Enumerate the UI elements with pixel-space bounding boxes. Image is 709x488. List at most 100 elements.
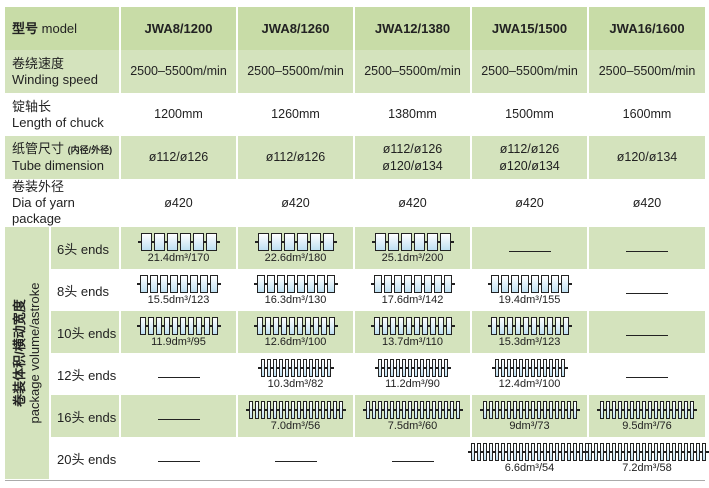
package-cell: 12.4dm³/100 bbox=[470, 353, 588, 395]
package-bobbin bbox=[248, 401, 253, 419]
package-bobbin bbox=[304, 317, 311, 335]
package-bobbin bbox=[530, 359, 535, 377]
package-bobbin bbox=[548, 359, 553, 377]
package-bobbin bbox=[419, 359, 424, 377]
spec-row: 卷装外径 Dia of yarn package ø420 ø420 ø420 ø420 ø… bbox=[5, 179, 705, 227]
package-bobbin bbox=[554, 359, 559, 377]
package-bobbin bbox=[272, 401, 277, 419]
package-bobbin bbox=[308, 401, 313, 419]
not-available-dash bbox=[391, 461, 434, 462]
package-bobbin bbox=[205, 233, 217, 251]
package-bobbin bbox=[506, 359, 511, 377]
package-bobbin bbox=[449, 401, 454, 419]
spec-label-en: Dia of yarn package bbox=[12, 195, 75, 226]
package-bobbin bbox=[296, 317, 303, 335]
package-bobbin bbox=[540, 275, 549, 293]
bobbin-diagram-icon bbox=[370, 316, 455, 336]
package-bobbin bbox=[554, 401, 559, 419]
bobbin-diagram-icon bbox=[253, 274, 338, 294]
model-name: JWA15/1500 bbox=[470, 7, 588, 50]
package-bobbin bbox=[403, 275, 412, 293]
package-bobbin bbox=[500, 359, 505, 377]
spec-value: ø112/ø126 bbox=[236, 136, 354, 179]
spec-value: ø420 bbox=[353, 179, 471, 227]
package-bobbin bbox=[500, 443, 505, 461]
package-bobbin bbox=[254, 401, 259, 419]
package-bobbin bbox=[266, 401, 271, 419]
not-available-dash bbox=[626, 251, 668, 252]
package-cell bbox=[119, 353, 237, 395]
package-cell: 7.5dm³/60 bbox=[353, 395, 471, 437]
package-bobbin bbox=[439, 233, 451, 251]
package-bobbin bbox=[512, 443, 517, 461]
package-bobbin bbox=[365, 401, 370, 419]
package-bobbin bbox=[140, 233, 152, 251]
package-value: 13.7dm³/110 bbox=[382, 336, 443, 348]
package-bobbin bbox=[624, 443, 628, 461]
package-bobbin bbox=[488, 401, 493, 419]
package-bobbin bbox=[566, 443, 571, 461]
spec-label-cn: 卷绕速度 bbox=[12, 55, 65, 71]
package-row: 16头 ends 7.0dm³/56 7.5dm³/60 9dm³/73 9.5dm³/… bbox=[5, 395, 705, 437]
package-cell: 13.7dm³/110 bbox=[353, 311, 471, 353]
package-value: 21.4dm³/170 bbox=[147, 252, 210, 264]
ends-label: 10头 ends bbox=[49, 311, 120, 353]
package-bobbin bbox=[510, 275, 519, 293]
spec-label-note: (内径/外径) bbox=[67, 145, 113, 155]
package-bobbin bbox=[179, 233, 191, 251]
package-bobbin bbox=[266, 359, 271, 377]
spec-value: ø120/ø134 bbox=[587, 136, 705, 179]
spec-value: 2500–5500m/min bbox=[236, 50, 354, 93]
not-available-dash bbox=[157, 461, 200, 462]
package-bobbin bbox=[314, 401, 319, 419]
package-bobbin bbox=[437, 317, 444, 335]
spec-table: 型号 model JWA8/1200 JWA8/1260 JWA12/1380 JWA1… bbox=[5, 7, 709, 479]
package-bobbin bbox=[630, 443, 634, 461]
spec-value: 1200mm bbox=[119, 93, 237, 136]
package-label-en: package volume/astroke bbox=[27, 282, 42, 424]
package-bobbin bbox=[426, 233, 438, 251]
package-cell bbox=[353, 437, 471, 479]
package-bobbin bbox=[296, 275, 305, 293]
package-bobbin bbox=[648, 443, 652, 461]
package-bobbin bbox=[284, 359, 289, 377]
package-cell: 21.4dm³/170 bbox=[119, 227, 237, 269]
not-available-dash bbox=[626, 293, 668, 294]
package-value: 6.6dm³/54 bbox=[504, 462, 555, 474]
package-bobbin bbox=[383, 275, 392, 293]
package-bobbin bbox=[690, 401, 694, 419]
bobbin-diagram-icon bbox=[479, 400, 580, 420]
package-bobbin bbox=[290, 359, 295, 377]
package-bobbin bbox=[413, 275, 422, 293]
package-bobbin bbox=[520, 275, 529, 293]
bobbin-diagram-icon bbox=[374, 358, 451, 378]
package-bobbin bbox=[260, 359, 265, 377]
model-name: JWA12/1380 bbox=[353, 7, 471, 50]
package-bobbin bbox=[490, 317, 497, 335]
package-bobbin bbox=[566, 401, 571, 419]
package-bobbin bbox=[401, 401, 406, 419]
model-name: JWA8/1260 bbox=[236, 7, 354, 50]
spec-value: ø112/ø126 ø120/ø134 bbox=[470, 136, 588, 179]
package-bobbin bbox=[522, 317, 529, 335]
package-bobbin bbox=[320, 317, 327, 335]
not-available-dash bbox=[157, 377, 200, 378]
ends-label: 16头 ends bbox=[49, 395, 120, 437]
package-bobbin bbox=[288, 317, 295, 335]
package-bobbin bbox=[163, 317, 170, 335]
package-bobbin bbox=[482, 401, 487, 419]
package-row: 20头 ends 6.6dm³/54 7.2dm³/58 bbox=[5, 437, 709, 479]
package-bobbin bbox=[690, 443, 694, 461]
spec-value: 2500–5500m/min bbox=[587, 50, 705, 93]
package-bobbin bbox=[455, 401, 460, 419]
package-cell: 17.6dm³/142 bbox=[353, 269, 471, 311]
spec-row: 卷绕速度 Winding speed 2500–5500m/min 2500–5500… bbox=[5, 50, 705, 93]
spec-value: ø420 bbox=[470, 179, 588, 227]
header-row: 型号 model JWA8/1200 JWA8/1260 JWA12/1380 JWA1… bbox=[5, 7, 705, 50]
spec-label: 卷绕速度 Winding speed bbox=[5, 50, 120, 93]
package-cell: 7.2dm³/58 bbox=[585, 437, 709, 479]
package-bobbin bbox=[383, 401, 388, 419]
package-bobbin bbox=[312, 317, 319, 335]
spec-value: ø112/ø126 ø120/ø134 bbox=[353, 136, 471, 179]
package-value: 7.2dm³/58 bbox=[622, 462, 672, 474]
